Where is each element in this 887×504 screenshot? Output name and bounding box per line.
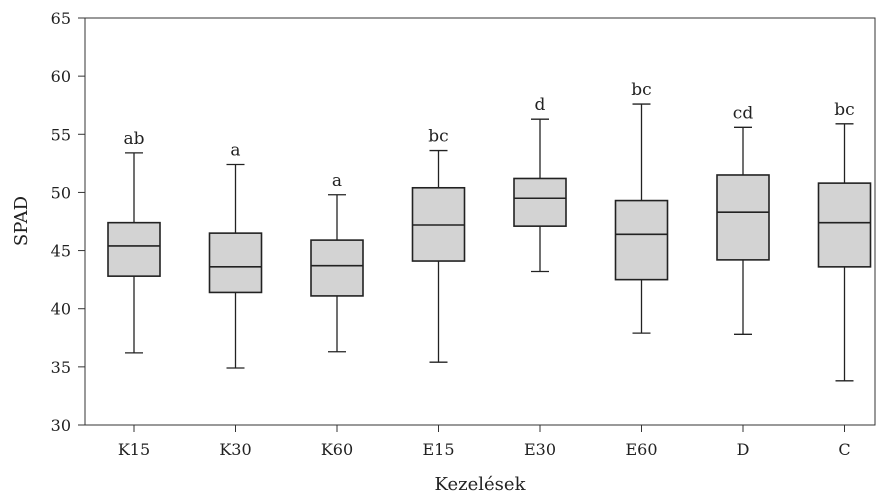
significance-letter: bc: [834, 100, 854, 120]
iqr-box: [817, 182, 872, 268]
iqr-box: [107, 221, 161, 277]
y-tick-label: 40: [51, 300, 71, 319]
x-tick-label: D: [737, 440, 750, 459]
boxplot-k60: a: [310, 171, 364, 353]
plot-area-frame: [84, 17, 876, 426]
y-tick-label: 45: [51, 242, 71, 261]
x-tick-label: C: [838, 440, 850, 459]
iqr-box: [614, 199, 669, 281]
iqr-box: [513, 177, 567, 227]
boxplot-e15: bc: [411, 127, 466, 363]
box-series: ab a a bc d bc cd bc: [107, 80, 872, 382]
significance-letter: bc: [631, 80, 651, 100]
boxplot-c: bc: [817, 100, 872, 382]
y-axis-title: SPAD: [11, 196, 32, 246]
significance-letter: bc: [428, 127, 448, 147]
y-tick-label: 30: [51, 416, 71, 435]
y-tick-label: 50: [51, 183, 71, 202]
boxplot-e30: d: [513, 95, 567, 273]
iqr-box: [716, 174, 770, 261]
y-tick-label: 65: [51, 9, 71, 28]
y-tick-label: 35: [51, 358, 71, 377]
y-tick-label: 60: [51, 67, 71, 86]
x-axis-title: Kezelések: [435, 474, 527, 495]
boxplot-e60: bc: [614, 80, 669, 334]
y-tick-label: 55: [51, 125, 71, 144]
boxplot-d: cd: [716, 103, 770, 335]
y-axis-ticks: 30 35 40 45 50 55 60 65: [51, 9, 85, 435]
significance-letter: a: [230, 141, 240, 161]
significance-letter: ab: [123, 129, 144, 149]
significance-letter: a: [332, 171, 342, 191]
significance-letter: cd: [733, 103, 754, 123]
x-tick-label: K30: [219, 440, 251, 459]
boxplot-k30: a: [208, 141, 263, 369]
boxplot-k15: ab: [107, 129, 161, 354]
x-tick-label: E60: [625, 440, 657, 459]
x-tick-label: K15: [118, 440, 150, 459]
iqr-box: [310, 239, 364, 297]
x-axis-ticks: K15 K30 K60 E15 E30 E60 D C: [118, 425, 851, 459]
iqr-box: [208, 232, 263, 294]
x-tick-label: E30: [524, 440, 556, 459]
significance-letter: d: [535, 95, 546, 115]
x-tick-label: E15: [422, 440, 454, 459]
x-tick-label: K60: [321, 440, 353, 459]
